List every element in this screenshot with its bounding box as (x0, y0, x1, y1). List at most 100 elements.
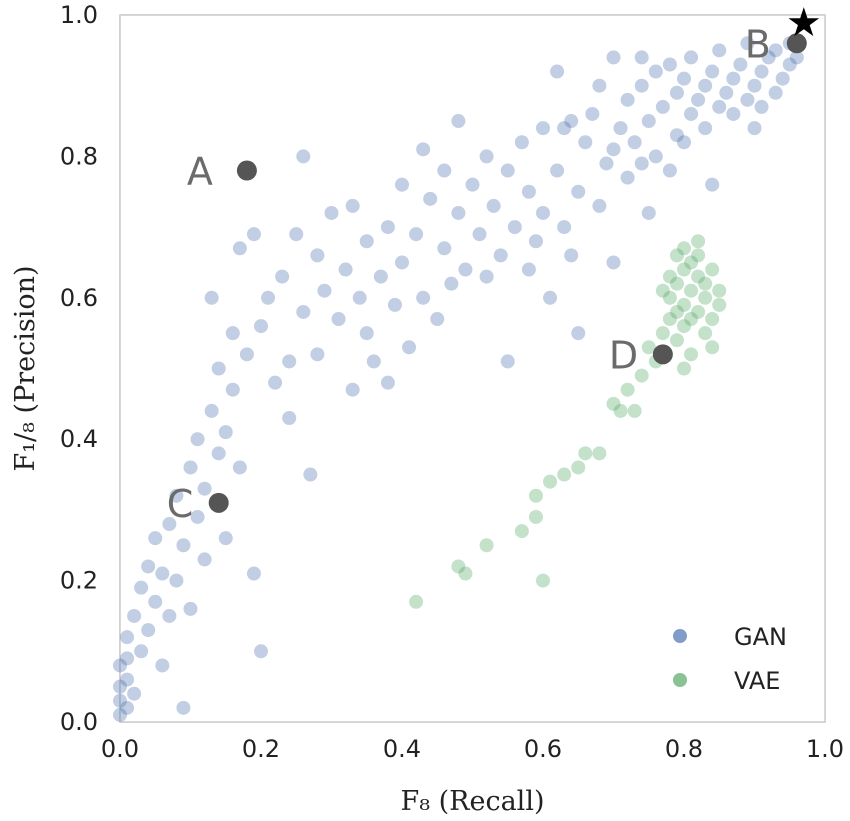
gan-point (782, 57, 797, 72)
x-tick-labels: 0.0 0.2 0.4 0.6 0.8 1.0 (101, 735, 844, 763)
gan-point (190, 509, 205, 524)
vae-point (684, 312, 699, 327)
legend-label-gan: GAN (734, 623, 787, 651)
gan-point (571, 184, 586, 199)
vae-point (641, 340, 656, 355)
gan-point (423, 191, 438, 206)
vae-point (698, 290, 713, 305)
gan-point (127, 608, 142, 623)
vae-point (705, 262, 720, 277)
gan-point (740, 36, 755, 51)
x-tick-label: 1.0 (806, 735, 844, 763)
annotation-point-b (786, 33, 807, 54)
vae-point (684, 347, 699, 362)
gan-point (331, 312, 346, 327)
gan-point (514, 135, 529, 150)
gan-point (218, 531, 233, 546)
gan-point (225, 326, 240, 341)
y-tick-labels: 0.0 0.2 0.4 0.6 0.8 1.0 (60, 1, 98, 736)
y-tick-label: 0.6 (60, 284, 98, 312)
gan-point (768, 43, 783, 58)
annotation-label-d: D (609, 333, 638, 377)
gan-point (634, 78, 649, 93)
vae-point (712, 283, 727, 298)
vae-point (662, 290, 677, 305)
vae-point (684, 283, 699, 298)
gan-point (521, 262, 536, 277)
gan-point (127, 686, 142, 701)
gan-point (197, 552, 212, 567)
gan-point (627, 135, 642, 150)
gan-point (507, 220, 522, 235)
gan-point (373, 269, 388, 284)
gan-point (113, 679, 127, 694)
gan-point (211, 361, 226, 376)
gan-point (754, 99, 769, 114)
vae-point (655, 326, 670, 341)
gan-point (211, 446, 226, 461)
vae-point (479, 538, 494, 553)
optimum-star-icon: ★ (786, 0, 822, 46)
gan-point (789, 50, 804, 65)
gan-point (282, 410, 297, 425)
gan-point (500, 354, 515, 369)
gan-point (564, 248, 579, 263)
gan-point (550, 64, 565, 79)
x-axis-label: F₈ (Recall) (400, 786, 544, 817)
gan-point (148, 594, 163, 609)
gan-point (677, 71, 691, 86)
gan-point (550, 163, 565, 178)
vae-point (627, 403, 642, 418)
gan-point (761, 50, 776, 65)
gan-point (571, 326, 586, 341)
gan-point (345, 382, 360, 397)
gan-point (437, 241, 452, 256)
gan-point (585, 106, 600, 121)
gan-point (113, 707, 127, 722)
vae-point (613, 403, 628, 418)
vae-point (655, 283, 670, 298)
gan-point (352, 290, 367, 305)
vae-point (705, 312, 720, 327)
gan-point (592, 78, 607, 93)
gan-point (282, 354, 297, 369)
gan-point (705, 177, 720, 192)
vae-point (620, 382, 635, 397)
vae-point (514, 524, 529, 539)
gan-point (669, 128, 684, 143)
gan-point (134, 580, 149, 595)
gan-point (634, 156, 649, 171)
gan-point (691, 92, 706, 107)
gan-point (324, 205, 339, 220)
vae-point (698, 276, 713, 291)
gan-point (543, 290, 558, 305)
vae-point (557, 467, 572, 482)
gan-point (169, 488, 184, 503)
gan-point (338, 262, 353, 277)
gan-point (409, 227, 424, 242)
gan-point (458, 262, 473, 277)
vae-point (528, 509, 543, 524)
gan-point (472, 227, 487, 242)
gan-point (479, 149, 494, 164)
gan-point (246, 227, 261, 242)
gan-point (113, 658, 127, 673)
gan-point (246, 566, 261, 581)
gan-point (359, 234, 374, 249)
gan-point (176, 538, 191, 553)
gan-point (486, 198, 501, 213)
gan-point (387, 297, 402, 312)
vae-point (409, 594, 424, 609)
gan-point (155, 658, 170, 673)
legend-marker-gan (673, 629, 687, 643)
gan-point (148, 531, 163, 546)
gan-point (578, 135, 593, 150)
gan-point (747, 121, 762, 136)
annotation-label-c: C (167, 482, 194, 526)
gan-point (747, 78, 762, 93)
vae-point (669, 304, 684, 319)
annotation-label-b: B (745, 22, 771, 66)
gan-point (380, 375, 395, 390)
gan-point (564, 114, 579, 129)
